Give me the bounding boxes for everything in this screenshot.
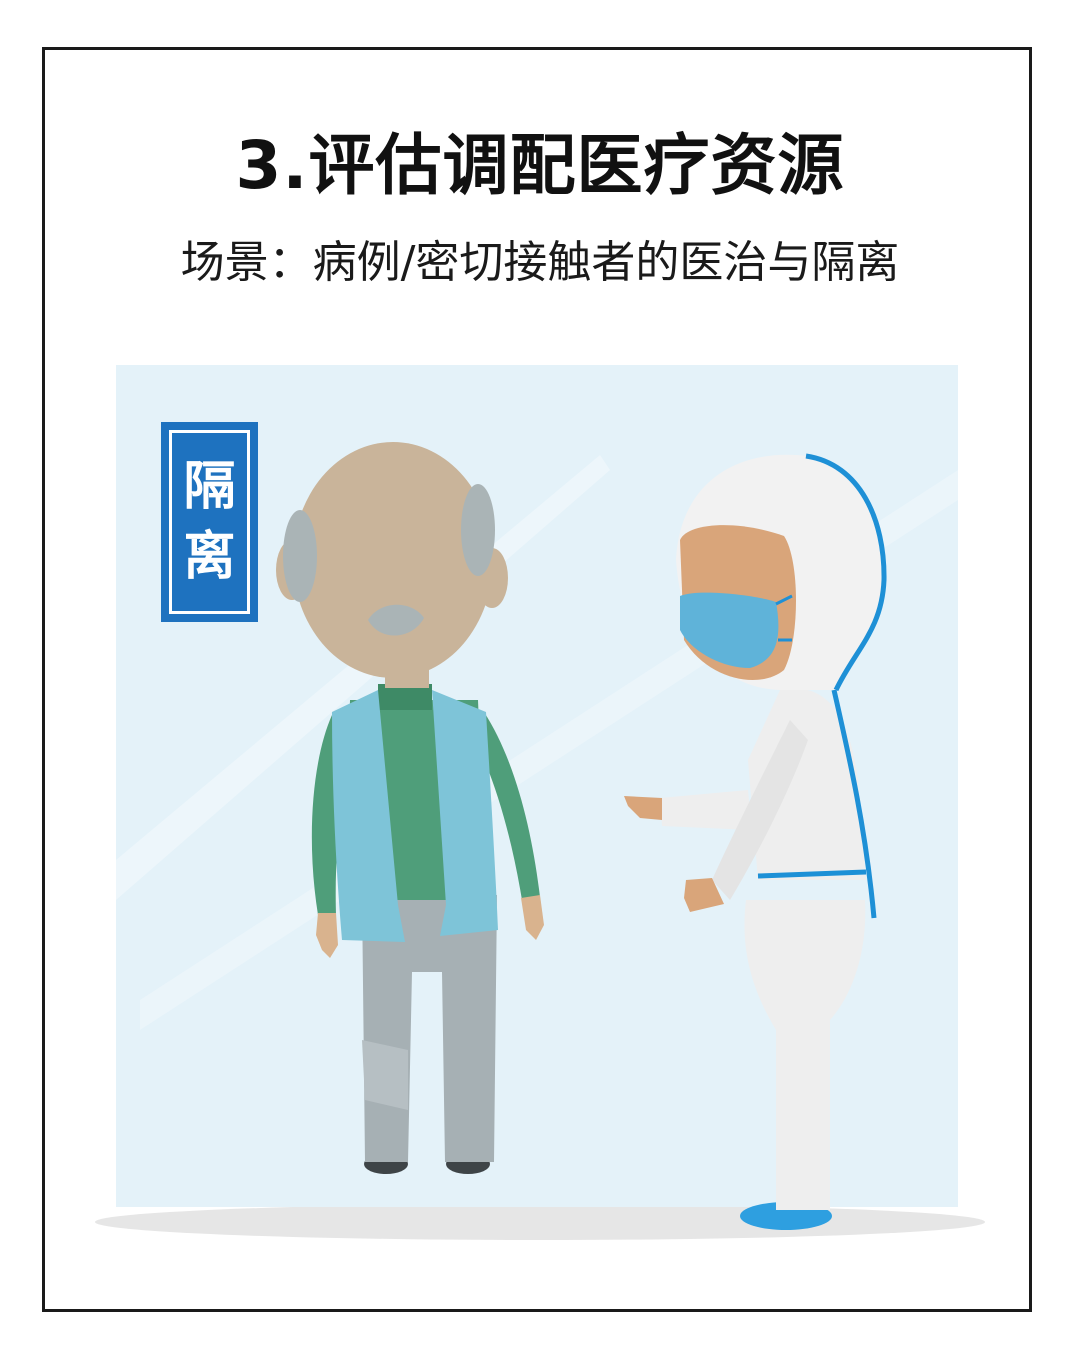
right-hand [521,895,544,940]
isolation-sign: 隔 离 [161,422,258,622]
page-subtitle: 场景：病例/密切接触者的医治与隔离 [180,237,900,288]
upper-arm [660,790,752,830]
mustache [368,604,424,636]
isolation-sign-char-2: 离 [183,527,236,587]
hood-trim [805,453,887,692]
medical-worker [624,453,887,1230]
suit-legs [744,900,866,1210]
head [293,442,493,678]
face-mask [680,592,779,668]
left-hair [283,510,317,602]
elderly-patient [276,442,544,1174]
left-hand [316,913,338,958]
page-title: 3.评估调配医疗资源 [235,127,845,204]
floor-shadow [95,1204,985,1240]
lower-hand [684,878,724,912]
isolation-sign-char-1: 隔 [183,457,236,517]
lower-arm [712,720,808,900]
vest-left [332,690,405,942]
right-hair [461,484,495,576]
card-frame [42,47,1032,1312]
sweater-collar [378,684,432,710]
suit-body [748,688,866,880]
isolation-sign-frame: 隔 离 [169,430,250,614]
vest-right [432,690,498,936]
mask-strap [775,594,793,642]
suit-side-trim [831,689,877,919]
suit-waist-trim [757,869,867,879]
upper-hand [624,796,662,820]
right-arm [478,712,540,900]
